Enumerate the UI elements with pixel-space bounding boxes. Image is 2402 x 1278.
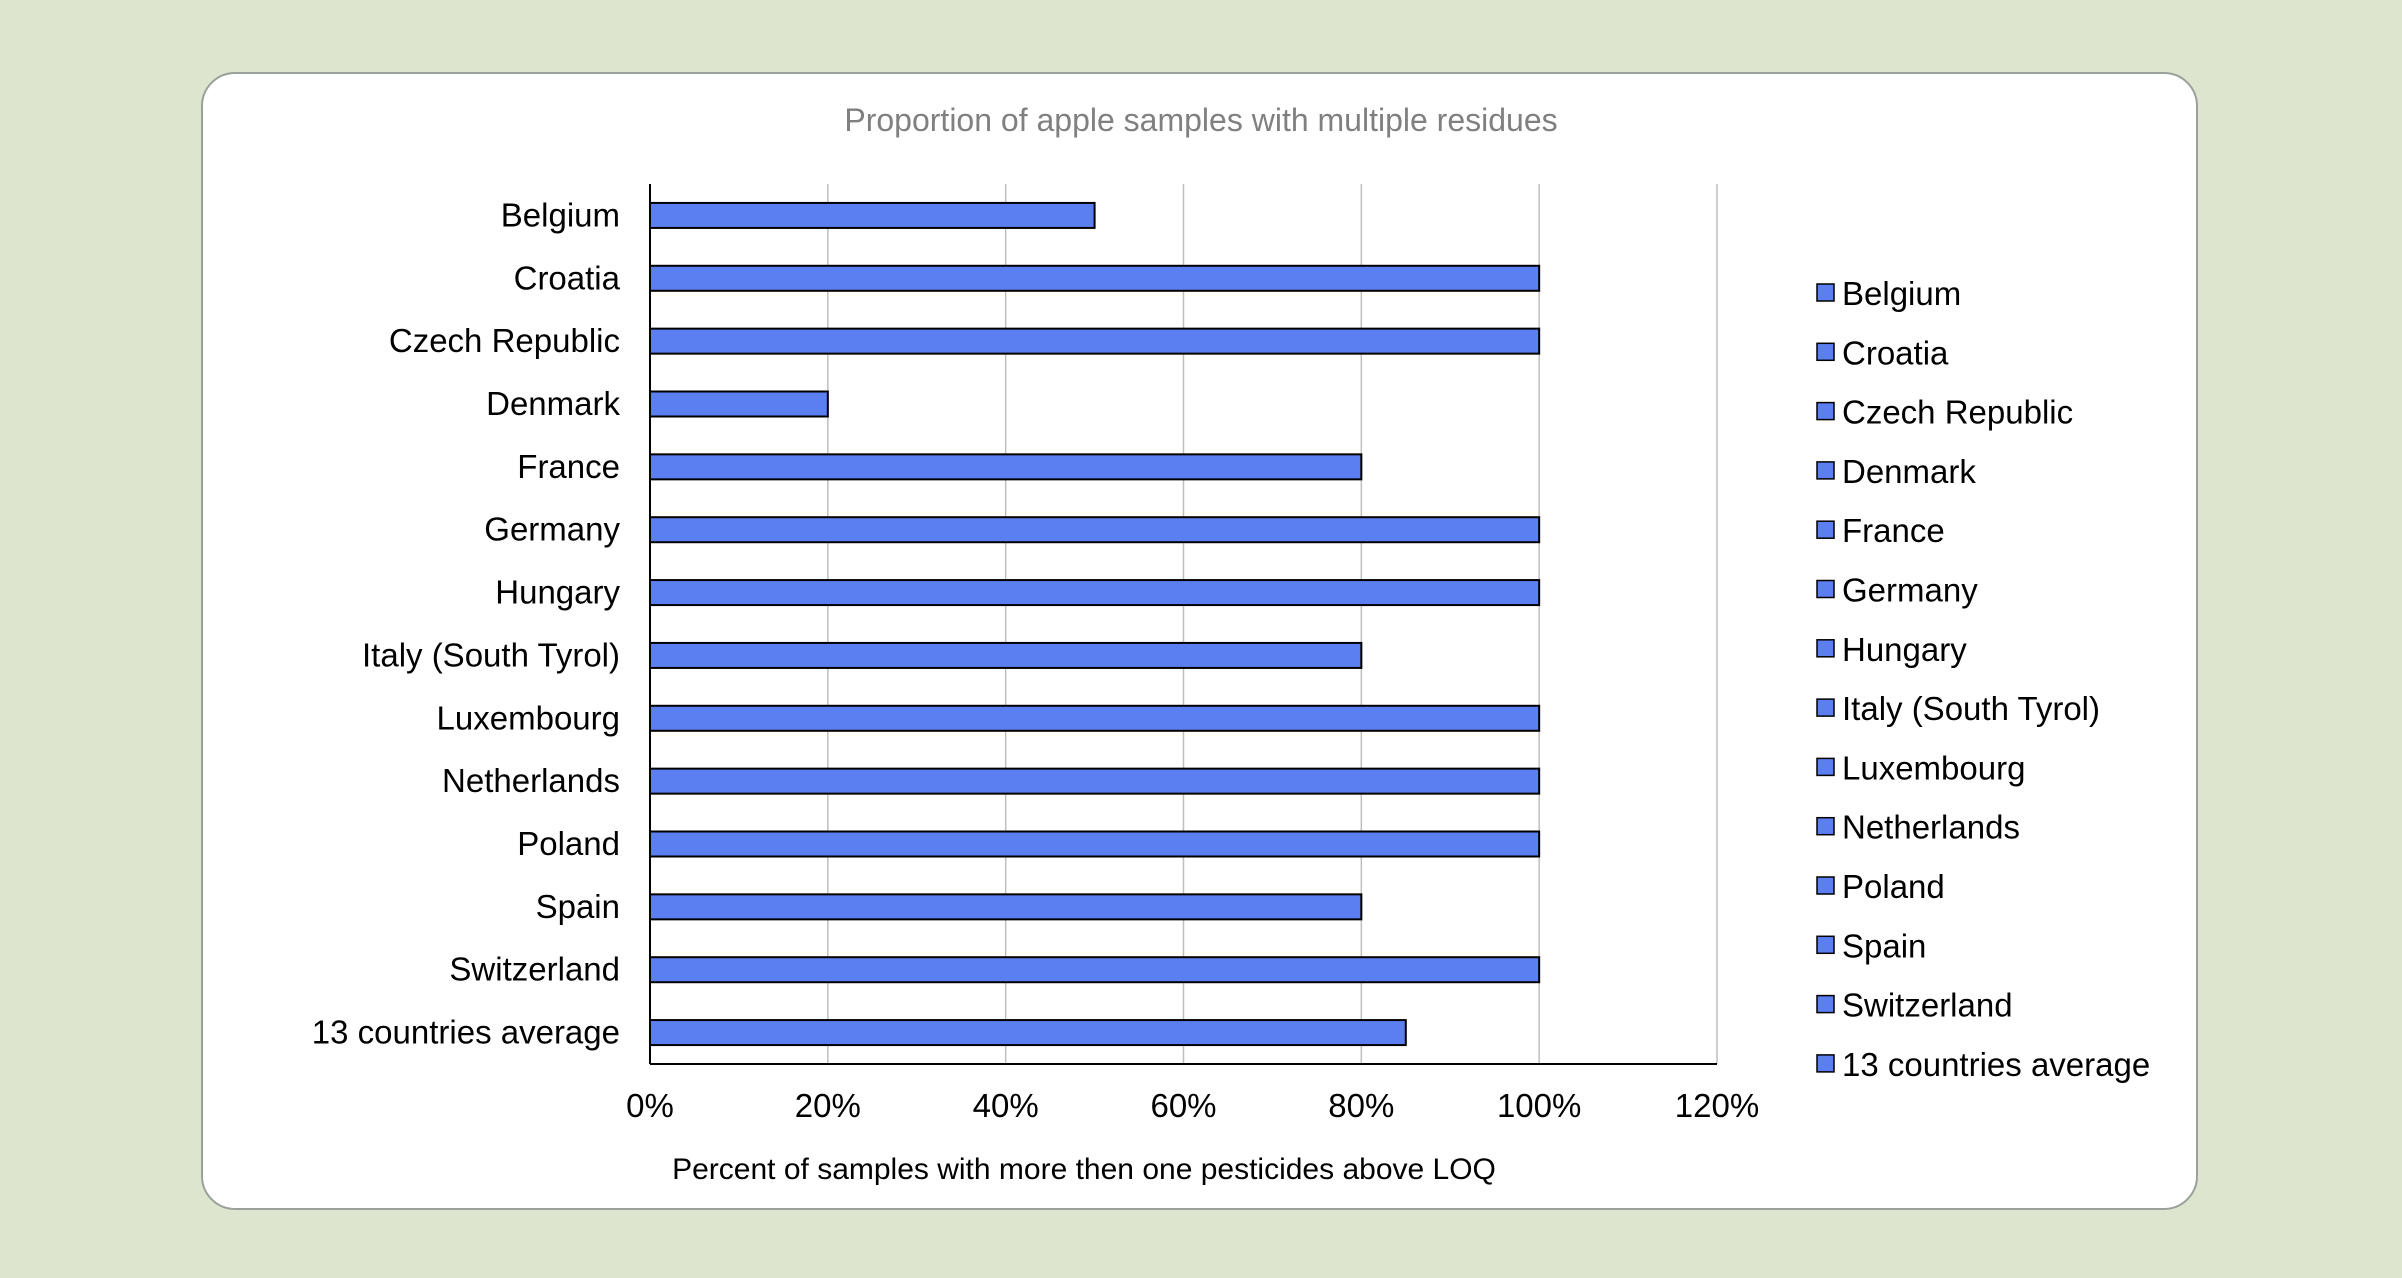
- bar: [649, 893, 1363, 921]
- legend-swatch: [1816, 1054, 1835, 1073]
- legend-label: Switzerland: [1842, 987, 2013, 1024]
- legend-swatch: [1816, 520, 1835, 539]
- bar: [649, 327, 1541, 355]
- legend-label: Belgium: [1842, 275, 1961, 312]
- category-label: 13 countries average: [312, 1014, 620, 1051]
- gridlines: [827, 184, 1718, 1064]
- category-label: Hungary: [495, 574, 620, 611]
- axes: [649, 184, 1717, 1065]
- x-tick-label: 120%: [1675, 1087, 1759, 1124]
- category-label: Germany: [484, 511, 620, 548]
- category-label: Netherlands: [442, 762, 620, 799]
- x-tick-label: 100%: [1497, 1087, 1581, 1124]
- category-label: Poland: [517, 825, 620, 862]
- legend-swatch: [1816, 461, 1835, 480]
- bar: [649, 516, 1541, 544]
- x-tick-label: 0%: [626, 1087, 674, 1124]
- legend-label: Denmark: [1842, 453, 1976, 490]
- bar: [649, 579, 1541, 607]
- legend-label: 13 countries average: [1842, 1046, 2150, 1083]
- category-label: Luxembourg: [437, 699, 620, 736]
- x-tick-label: 40%: [973, 1087, 1039, 1124]
- legend-swatch: [1816, 283, 1835, 302]
- legend-label: Italy (South Tyrol): [1842, 690, 2100, 727]
- x-tick-label: 60%: [1150, 1087, 1216, 1124]
- legend: Belgium Croatia Czech Republic Denmark Franc…: [1816, 275, 2150, 1083]
- legend-swatch: [1816, 698, 1835, 717]
- bar: [649, 1019, 1407, 1047]
- bar: [649, 767, 1541, 795]
- category-label: Czech Republic: [389, 322, 620, 359]
- legend-label: Spain: [1842, 927, 1926, 964]
- bar: [649, 201, 1096, 229]
- legend-swatch: [1816, 757, 1835, 777]
- legend-label: Croatia: [1842, 334, 1949, 371]
- bar: [649, 390, 829, 418]
- chart-card: 0% 20% 40% 60% 80% 100% 120% Belgium Croatia Cze…: [201, 72, 2198, 1210]
- x-axis-title: Percent of samples with more then one pe…: [672, 1153, 1496, 1186]
- category-label: Denmark: [486, 385, 620, 422]
- bar: [649, 641, 1363, 669]
- category-labels: Belgium Croatia Czech Republic Denmark Franc…: [312, 196, 621, 1050]
- legend-label: Poland: [1842, 868, 1945, 905]
- x-tick-labels: 0% 20% 40% 60% 80% 100% 120%: [626, 1087, 1759, 1124]
- legend-label: Luxembourg: [1842, 749, 2025, 786]
- x-tick-label: 80%: [1328, 1087, 1394, 1124]
- legend-swatch: [1816, 935, 1835, 955]
- bar: [649, 704, 1541, 732]
- bar: [649, 453, 1363, 481]
- legend-swatch: [1816, 401, 1835, 421]
- bar-chart: 0% 20% 40% 60% 80% 100% 120% Belgium Croatia Cze…: [312, 102, 2150, 1186]
- bar: [649, 956, 1541, 984]
- legend-label: Netherlands: [1842, 809, 2020, 846]
- legend-swatch: [1816, 342, 1835, 362]
- x-tick-label: 20%: [795, 1087, 861, 1124]
- legend-label: Czech Republic: [1842, 394, 2073, 431]
- legend-label: Germany: [1842, 572, 1978, 609]
- legend-swatch: [1816, 639, 1835, 658]
- category-label: Spain: [536, 888, 620, 925]
- category-label: Croatia: [514, 259, 621, 296]
- category-label: Belgium: [501, 196, 620, 233]
- legend-label: Hungary: [1842, 631, 1967, 668]
- legend-label: France: [1842, 512, 1945, 549]
- legend-swatch: [1816, 816, 1835, 836]
- category-label: France: [517, 448, 620, 485]
- category-label: Switzerland: [449, 951, 620, 988]
- category-label: Italy (South Tyrol): [362, 636, 620, 673]
- legend-swatch: [1816, 876, 1835, 895]
- legend-swatch: [1816, 579, 1835, 599]
- bars: [649, 201, 1541, 1047]
- legend-swatch: [1816, 994, 1835, 1014]
- bar: [649, 264, 1541, 292]
- bar: [649, 830, 1541, 858]
- chart-title: Proportion of apple samples with multipl…: [844, 102, 1557, 138]
